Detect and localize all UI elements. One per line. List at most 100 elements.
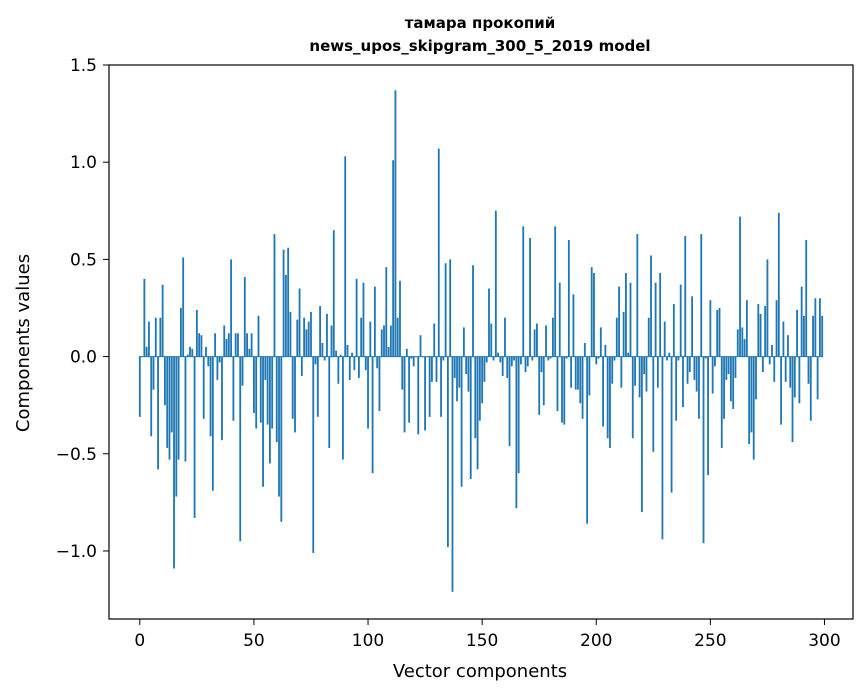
bar-230	[663, 321, 666, 357]
bar-154	[490, 323, 493, 357]
y-tick-label-1: −0.5	[56, 445, 97, 465]
bar-88	[339, 354, 342, 357]
bar-240	[686, 356, 689, 384]
bar-174	[536, 323, 538, 357]
bar-120	[412, 356, 415, 367]
bar-122	[417, 356, 420, 435]
bar-43	[237, 333, 239, 357]
bar-40	[230, 259, 233, 357]
bar-285	[789, 356, 792, 388]
bar-67	[291, 356, 294, 419]
bar-119	[410, 356, 413, 359]
bar-72	[303, 317, 306, 357]
bar-37	[223, 325, 226, 357]
bar-245	[698, 356, 700, 419]
bar-268	[750, 356, 753, 433]
bar-283	[784, 356, 787, 382]
bar-15	[173, 356, 175, 569]
x-tick-label-150: 150	[466, 631, 498, 651]
chart-title-line-2: news_upos_skipgram_300_5_2019 model	[309, 37, 650, 55]
bar-253	[716, 309, 719, 357]
x-tick-label-250: 250	[694, 631, 726, 651]
bar-184	[558, 282, 561, 357]
bar-229	[661, 356, 664, 540]
bar-278	[773, 356, 776, 382]
bar-177	[542, 356, 545, 406]
bar-32	[211, 356, 214, 491]
bar-80	[321, 342, 324, 357]
bar-270	[755, 356, 757, 400]
bar-76	[312, 356, 315, 553]
bar-225	[652, 356, 655, 452]
bar-51	[255, 356, 258, 429]
bar-61	[278, 356, 280, 497]
bar-132	[440, 356, 442, 417]
bar-151	[483, 356, 486, 382]
bar-280	[777, 212, 780, 357]
bar-12	[166, 356, 169, 448]
bar-223	[647, 317, 650, 357]
bars-group	[138, 90, 824, 592]
bar-82	[326, 313, 328, 357]
bar-217	[634, 356, 636, 386]
bar-39	[227, 333, 230, 357]
bar-197	[588, 356, 591, 396]
bar-85	[332, 230, 335, 357]
bar-273	[761, 356, 764, 373]
x-tick-label-0: 0	[134, 631, 145, 651]
bar-261	[734, 356, 737, 378]
bar-203	[602, 356, 605, 427]
bar-156	[494, 210, 497, 357]
bar-16	[175, 356, 178, 497]
bar-28	[202, 356, 205, 419]
bar-20	[184, 356, 187, 462]
bar-133	[442, 356, 445, 361]
bar-2	[143, 278, 146, 357]
bar-113	[396, 317, 399, 357]
bar-77	[314, 356, 317, 365]
bar-24	[193, 356, 196, 518]
bar-100	[367, 356, 369, 429]
bar-26	[198, 333, 201, 357]
bar-266	[745, 300, 748, 357]
bar-68	[294, 356, 296, 433]
bar-6	[152, 356, 155, 390]
bar-276	[768, 356, 771, 365]
bar-269	[752, 356, 755, 460]
bar-164	[513, 356, 516, 361]
bar-172	[531, 356, 534, 361]
bar-148	[476, 356, 479, 470]
bar-144	[467, 356, 470, 392]
bar-134	[444, 263, 447, 357]
bar-180	[549, 356, 552, 359]
bar-58	[271, 356, 274, 429]
bar-137	[451, 356, 454, 592]
bar-48	[248, 348, 251, 357]
bar-75	[310, 311, 312, 357]
bar-260	[732, 356, 735, 410]
bar-56	[266, 356, 269, 425]
bar-47	[246, 333, 248, 357]
bar-241	[688, 356, 691, 373]
bar-70	[298, 288, 301, 357]
bar-101	[369, 321, 372, 357]
bar-282	[782, 321, 785, 357]
bar-131	[437, 148, 440, 357]
x-axis-ticks: 0 50 100 150 200 250 300	[134, 619, 841, 651]
bar-250	[709, 300, 712, 357]
bar-143	[465, 356, 468, 375]
bar-92	[348, 356, 351, 380]
bar-111	[392, 160, 395, 357]
bar-201	[597, 356, 600, 359]
bar-13	[168, 356, 171, 460]
bar-9	[159, 317, 162, 357]
bar-86	[335, 350, 337, 357]
bar-289	[798, 356, 801, 404]
bar-90	[344, 156, 347, 357]
bar-249	[707, 356, 709, 476]
chart-title-line-1: тамара прокопий	[405, 14, 556, 32]
bar-23	[191, 348, 194, 357]
bar-153	[488, 288, 490, 357]
bar-157	[497, 352, 500, 357]
